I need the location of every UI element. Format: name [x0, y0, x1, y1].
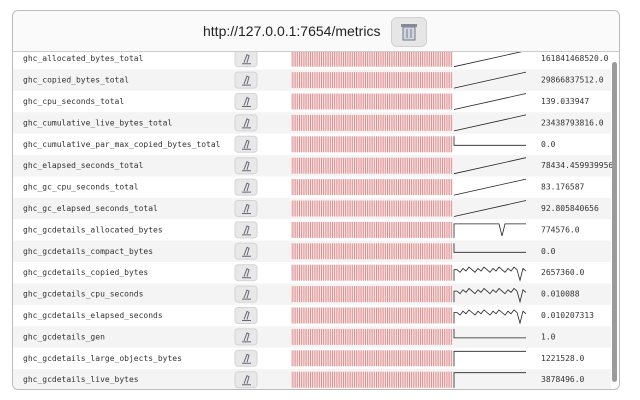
metric-name: ghc_elapsed_seconds_total: [23, 161, 144, 170]
metric-value: 2657360.0: [541, 268, 585, 277]
metric-value: 0.0: [541, 247, 556, 256]
sparkline: [453, 309, 527, 325]
clear-button[interactable]: [391, 17, 427, 47]
metric-name: ghc_gcdetails_gen: [23, 332, 105, 341]
sparkline: [453, 287, 527, 304]
chart-icon: [242, 182, 251, 193]
sparkline: [453, 372, 526, 388]
metric-value: 161841468520.0: [541, 54, 609, 63]
sparkline: [453, 266, 527, 282]
history-bars: [291, 328, 453, 345]
metrics-list: ghc_allocated_bytes_total 161841468520.0 g…: [13, 52, 617, 389]
history-bars: [291, 221, 453, 238]
history-bars: [291, 200, 453, 217]
sparkline: [453, 223, 526, 238]
history-bars: [291, 264, 453, 281]
history-bars: [291, 114, 453, 131]
chart-icon: [242, 353, 251, 364]
chart-icon: [242, 289, 251, 300]
header: http://127.0.0.1:7654/metrics: [13, 11, 619, 52]
metric-name: ghc_gcdetails_copied_bytes: [23, 268, 148, 277]
window: http://127.0.0.1:7654/metrics ghc_alloca…: [12, 10, 620, 390]
history-bars: [291, 179, 453, 196]
chart-icon: [242, 161, 251, 172]
url: http://127.0.0.1:7654/metrics: [203, 23, 381, 39]
metric-name: ghc_copied_bytes_total: [23, 76, 129, 85]
history-bars: [291, 157, 453, 174]
chart-icon: [242, 75, 251, 86]
chart-icon: [242, 268, 251, 279]
metric-name: ghc_gc_elapsed_seconds_total: [23, 204, 158, 213]
metric-value: 139.033947: [541, 97, 589, 106]
chart-icon: [242, 96, 251, 107]
history-bars: [291, 52, 453, 67]
metric-name: ghc_cumulative_live_bytes_total: [23, 118, 172, 127]
sparkline: [453, 114, 527, 132]
chart-icon: [242, 375, 251, 386]
chart-icon: [242, 332, 251, 343]
trash-icon: [401, 24, 417, 41]
metric-name: ghc_cpu_seconds_total: [23, 97, 124, 106]
history-bars: [291, 72, 453, 89]
chart-icon: [242, 203, 251, 214]
sparkline: [453, 328, 526, 339]
metric-value: 92.805840656: [541, 204, 599, 213]
history-bars: [291, 350, 453, 367]
metric-value: 774576.0: [541, 225, 580, 234]
metric-value: 1221528.0: [541, 354, 585, 363]
metric-name: ghc_gcdetails_elapsed_seconds: [23, 311, 163, 320]
metric-value: 29866837512.0: [541, 76, 604, 85]
sparkline: [453, 71, 527, 89]
metric-value: 1.0: [541, 332, 556, 341]
history-bars: [291, 371, 453, 388]
chart-icon: [242, 118, 251, 129]
sparkline: [453, 52, 522, 68]
sparkline: [453, 350, 526, 367]
metric-name: ghc_gc_cpu_seconds_total: [23, 183, 139, 192]
sparkline: [453, 200, 527, 217]
chart-icon: [242, 139, 251, 150]
metric-value: 3878496.0: [541, 375, 585, 384]
sparkline: [453, 93, 527, 110]
metric-name: ghc_gcdetails_large_objects_bytes: [23, 354, 182, 363]
history-bars: [291, 286, 453, 303]
metric-value: 0.010088: [541, 290, 580, 299]
sparkline: [453, 178, 527, 196]
history-bars: [291, 93, 453, 110]
metric-value: 78434.459939956: [541, 161, 613, 170]
history-bars: [291, 307, 453, 324]
history-bars: [291, 136, 453, 153]
chart-button[interactable]: [234, 52, 258, 68]
metric-name: ghc_gcdetails_compact_bytes: [23, 247, 153, 256]
sparkline: [453, 157, 527, 175]
chart-icon: [242, 54, 251, 65]
metric-name: ghc_allocated_bytes_total: [23, 54, 144, 63]
metric-name: ghc_cumulative_par_max_copied_bytes_tota…: [23, 140, 221, 149]
metric-name: ghc_gcdetails_allocated_bytes: [23, 225, 163, 234]
chart-icon: [242, 225, 251, 236]
scrollbar[interactable]: [612, 62, 617, 382]
metric-value: 83.176587: [541, 183, 585, 192]
sparkline: [453, 136, 526, 146]
metric-value: 0.010207313: [541, 311, 594, 320]
metric-name: ghc_gcdetails_live_bytes: [23, 375, 139, 384]
history-bars: [291, 243, 453, 260]
metric-value: 23438793816.0: [541, 118, 604, 127]
chart-icon: [242, 310, 251, 321]
metric-name: ghc_gcdetails_cpu_seconds: [23, 290, 144, 299]
metric-value: 0.0: [541, 140, 556, 149]
chart-icon: [242, 246, 251, 257]
sparkline: [453, 243, 526, 253]
